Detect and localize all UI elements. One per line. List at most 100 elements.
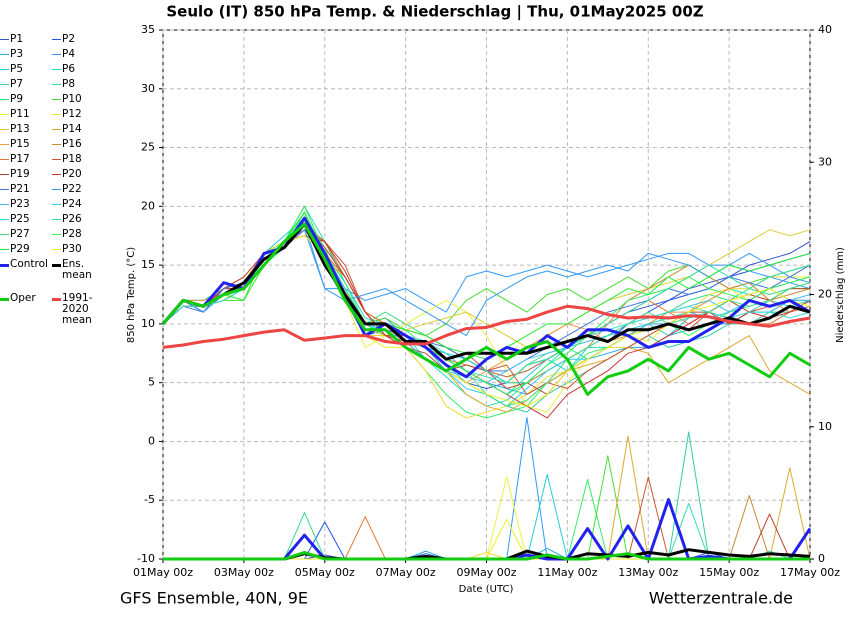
x-tick-label: 17May 00z [780, 566, 840, 579]
y2-tick-label: 20 [818, 288, 832, 301]
legend-label: Oper [10, 292, 36, 304]
legend-marker [0, 69, 9, 70]
legend-item: P14 [52, 124, 114, 135]
temp-line [162, 223, 811, 325]
legend-item: P11 [0, 109, 62, 120]
y-tick-label: -10 [137, 552, 155, 565]
y2-tick-label: 10 [818, 420, 832, 433]
legend-marker [52, 39, 61, 40]
legend-marker [0, 174, 9, 175]
y2-tick-label: 30 [818, 155, 832, 168]
legend-marker [52, 204, 61, 205]
legend-item: P15 [0, 139, 62, 150]
legend-marker [52, 249, 61, 250]
legend-marker [52, 234, 61, 235]
legend-item: P13 [0, 124, 62, 135]
legend-marker [0, 204, 9, 205]
legend-label: P4 [62, 48, 76, 60]
legend-item: P23 [0, 199, 62, 210]
legend-marker [52, 189, 61, 190]
legend-label: P3 [10, 48, 24, 60]
legend-label: P6 [62, 63, 76, 75]
legend-item: P21 [0, 184, 62, 195]
legend-label: P15 [10, 138, 30, 150]
y-tick-label: 15 [141, 258, 155, 271]
precip-line [163, 435, 811, 560]
legend-label: P14 [62, 123, 82, 135]
legend-label: P5 [10, 63, 24, 75]
x-tick-label: 05May 00z [295, 566, 355, 579]
y2-axis-label: Niederschlag (mm) [835, 247, 846, 343]
legend-label: P29 [10, 243, 30, 255]
legend-item: 1991-2020 mean [52, 293, 114, 326]
legend-item: P30 [52, 244, 114, 255]
legend-label: P24 [62, 198, 82, 210]
legend-label: P21 [10, 183, 30, 195]
legend-label: P1 [10, 33, 24, 45]
legend-item: P24 [52, 199, 114, 210]
legend-marker [0, 298, 9, 301]
y-tick-label: 10 [141, 317, 155, 330]
legend-label: Control [10, 258, 48, 270]
y-tick-label: -5 [144, 493, 155, 506]
x-tick-label: 15May 00z [699, 566, 759, 579]
legend-marker [0, 144, 9, 145]
legend-marker [0, 84, 9, 85]
legend-label: P9 [10, 93, 24, 105]
legend-item: P2 [52, 34, 114, 45]
legend-marker [0, 54, 9, 55]
legend-item: P29 [0, 244, 62, 255]
legend-label: P17 [10, 153, 30, 165]
legend-item: P8 [52, 79, 114, 90]
legend-item: P10 [52, 94, 114, 105]
legend-label: P11 [10, 108, 30, 120]
legend-marker [52, 54, 61, 55]
legend-label: P22 [62, 183, 82, 195]
legend-marker [52, 219, 61, 220]
legend-label: P27 [10, 228, 30, 240]
legend-item: P25 [0, 214, 62, 225]
legend-marker [52, 174, 61, 175]
temp-line [162, 235, 811, 407]
legend-marker [52, 114, 61, 115]
legend-item: Oper [0, 293, 62, 304]
legend-item: P26 [52, 214, 114, 225]
temp-line [162, 304, 811, 349]
temp-line [161, 216, 811, 379]
y-axis-label: 850 hPa Temp. (°C) [126, 247, 137, 343]
legend-marker [0, 159, 9, 160]
y-tick-label: 20 [141, 199, 155, 212]
precip-line [163, 476, 810, 560]
legend-marker [0, 114, 9, 115]
x-tick-label: 03May 00z [214, 566, 274, 579]
legend-label: P28 [62, 228, 82, 240]
legend-marker [0, 234, 9, 235]
y-tick-label: 30 [141, 82, 155, 95]
legend-marker [0, 99, 9, 100]
x-axis-label: Date (UTC) [459, 584, 514, 595]
legend-label: 1991-2020 mean [62, 292, 93, 326]
legend-marker [52, 84, 61, 85]
temp-line [161, 222, 811, 396]
x-tick-label: 13May 00z [618, 566, 678, 579]
x-tick-label: 11May 00z [537, 566, 597, 579]
legend-label: P26 [62, 213, 82, 225]
legend-label: Ens. mean [62, 258, 92, 281]
legend-item: P7 [0, 79, 62, 90]
legend-marker [52, 129, 61, 130]
legend-item: P12 [52, 109, 114, 120]
legend-label: P25 [10, 213, 30, 225]
source-text: GFS Ensemble, 40N, 9E [120, 589, 308, 608]
x-tick-label: 07May 00z [376, 566, 436, 579]
legend-marker [0, 249, 9, 250]
legend-marker [52, 99, 61, 100]
legend-marker [0, 39, 9, 40]
y2-tick-label: 0 [818, 552, 825, 565]
legend-label: P19 [10, 168, 30, 180]
legend-label: P10 [62, 93, 82, 105]
legend-label: P8 [62, 78, 76, 90]
legend-marker [0, 189, 9, 190]
legend-label: P2 [62, 33, 76, 45]
